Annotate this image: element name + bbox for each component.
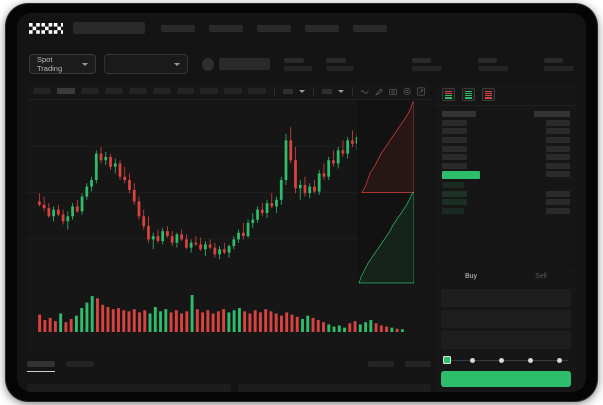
camera-icon[interactable] [388, 87, 397, 96]
nav-item-more[interactable] [353, 24, 387, 32]
slider-track [444, 360, 568, 361]
timeframe-4[interactable] [104, 88, 123, 94]
timeframe-7[interactable] [176, 88, 195, 94]
market-type-label: Spot Trading [37, 55, 63, 73]
orderbook-mode-asks[interactable] [482, 88, 495, 101]
order-book-header-row [436, 110, 576, 119]
nav-item-trade[interactable] [209, 24, 243, 32]
order-book-rows [436, 105, 576, 215]
okx-logo-icon [29, 22, 63, 34]
timeframe-3[interactable] [80, 88, 99, 94]
indicators-icon[interactable] [360, 87, 369, 96]
orders-action-cancel-all[interactable] [405, 361, 431, 367]
fullscreen-icon[interactable] [416, 87, 425, 96]
order-book-bid-row[interactable] [436, 198, 576, 207]
order-book-mode-switch [436, 83, 576, 105]
tab-buy[interactable]: Buy [464, 272, 478, 280]
market-type-dropdown[interactable]: Spot Trading [29, 54, 97, 74]
app-screen: OKX Spot Trading [17, 13, 586, 392]
order-price-field[interactable] [441, 289, 571, 307]
trading-pair-dropdown[interactable] [104, 54, 188, 74]
toolbar-divider [274, 86, 276, 96]
order-total-field[interactable] [441, 331, 571, 349]
okx-logo[interactable]: OKX [29, 22, 63, 34]
orderbook-mode-both[interactable] [442, 88, 455, 101]
order-amount-slider[interactable] [443, 356, 568, 365]
order-side-tabs: Buy Sell [436, 266, 576, 286]
timeframe-1[interactable] [33, 88, 51, 94]
chevron-down-icon[interactable] [298, 89, 305, 93]
indicator-label[interactable] [283, 88, 293, 94]
market-sub-bar: Spot Trading [17, 49, 586, 79]
price-chart-panel [27, 83, 431, 351]
top-nav-items [161, 24, 387, 32]
slider-stop-100[interactable] [557, 357, 562, 363]
order-book-bid-row[interactable] [436, 207, 576, 216]
order-book-ask-row[interactable] [436, 144, 576, 153]
order-book-panel [436, 83, 576, 263]
nav-item-earn[interactable] [305, 24, 339, 32]
order-entry-panel: Buy Sell [436, 266, 576, 392]
chart-toolbar [27, 83, 431, 100]
orders-action-hide-other-pairs[interactable] [368, 361, 394, 367]
orders-tab-bar [27, 357, 431, 372]
settings-icon[interactable] [403, 87, 411, 96]
pair-avatar [201, 57, 215, 71]
stat-volume [544, 57, 574, 71]
slider-stop-75[interactable] [528, 357, 533, 363]
tab-order-history[interactable] [66, 361, 94, 367]
drawing-icon[interactable] [374, 87, 383, 96]
nav-item-markets[interactable] [161, 24, 195, 32]
slider-handle[interactable] [443, 356, 451, 364]
order-book-ask-row[interactable] [436, 119, 576, 128]
candlestick-chart[interactable] [27, 100, 431, 285]
orders-panel-right [238, 384, 431, 392]
order-amount-field[interactable] [441, 310, 571, 328]
tab-sell[interactable]: Sell [535, 272, 547, 280]
stat-last-price [284, 57, 312, 71]
timeframe-2[interactable] [56, 88, 75, 94]
pair-name-label [219, 58, 270, 70]
order-book-ask-row[interactable] [436, 127, 576, 136]
stat-high [412, 57, 442, 71]
timeframe-6[interactable] [152, 88, 171, 94]
timeframe-5[interactable] [128, 88, 147, 94]
slider-stop-25[interactable] [470, 357, 475, 363]
volume-chart [38, 295, 404, 332]
order-book-ask-row[interactable] [436, 153, 576, 162]
place-buy-order-button[interactable] [441, 371, 571, 387]
order-book-bid-row[interactable] [436, 181, 576, 190]
nav-item-derivatives[interactable] [257, 24, 291, 32]
top-navigation-bar: OKX [17, 13, 586, 43]
orderbook-mode-bids[interactable] [462, 88, 475, 101]
timeframe-10[interactable] [248, 88, 267, 94]
chart-type-label[interactable] [321, 88, 332, 94]
order-book-bid-row[interactable] [436, 189, 576, 198]
timeframe-8[interactable] [200, 88, 219, 94]
chevron-down-icon [82, 62, 89, 66]
stat-change [326, 57, 354, 71]
order-book-last-price [436, 170, 576, 181]
device-frame: OKX Spot Trading [6, 4, 597, 401]
stat-low [478, 57, 508, 71]
slider-stop-50[interactable] [499, 357, 504, 363]
toolbar-divider [312, 86, 314, 96]
toolbar-divider [351, 86, 353, 96]
chevron-down-icon[interactable] [337, 89, 344, 93]
order-book-ask-row[interactable] [436, 162, 576, 171]
tab-open-orders[interactable] [27, 361, 55, 372]
chevron-down-icon [173, 62, 180, 66]
orders-panel-left [27, 384, 231, 392]
timeframe-9[interactable] [224, 88, 243, 94]
search-input[interactable] [73, 22, 145, 34]
order-book-ask-row[interactable] [436, 136, 576, 145]
